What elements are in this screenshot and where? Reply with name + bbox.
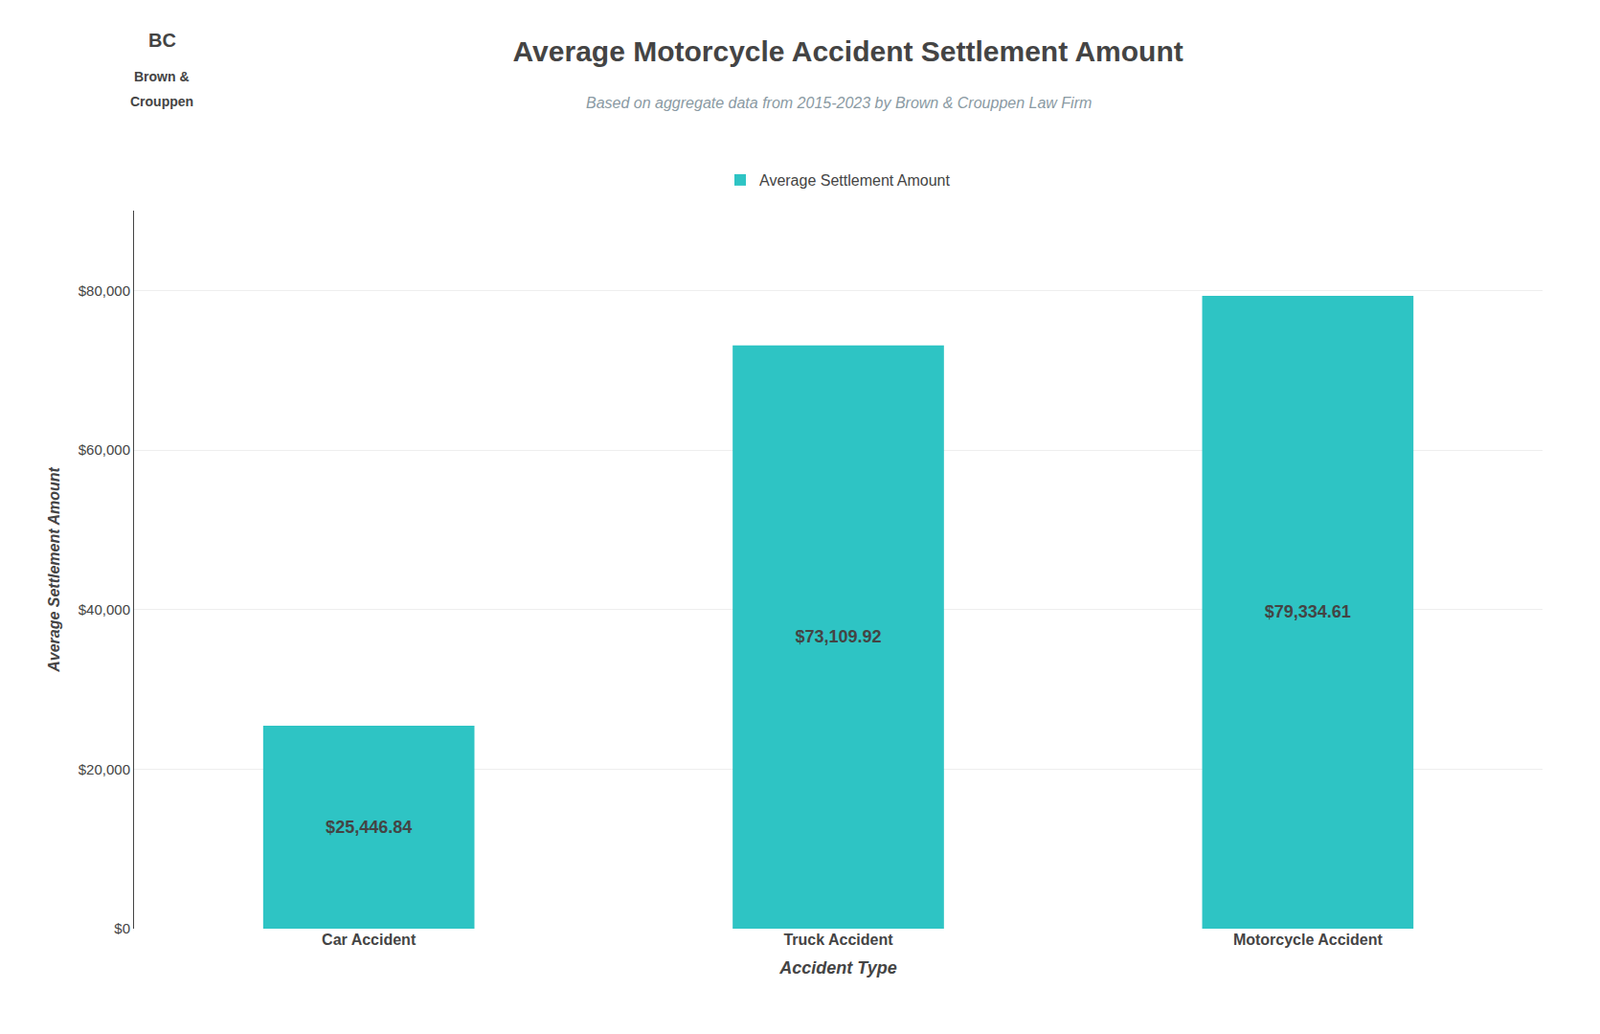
svg-text:$80,000: $80,000	[78, 282, 131, 299]
svg-text:Car Accident: Car Accident	[321, 931, 417, 948]
svg-text:$73,109.92: $73,109.92	[794, 627, 881, 647]
svg-text:Average Motorcycle Accident Se: Average Motorcycle Accident Settlement A…	[513, 35, 1184, 68]
svg-text:$20,000: $20,000	[78, 761, 131, 778]
svg-text:Average Settlement Amount: Average Settlement Amount	[45, 466, 63, 673]
svg-text:$60,000: $60,000	[78, 441, 131, 458]
svg-text:$79,334.61: $79,334.61	[1264, 602, 1352, 622]
svg-text:$25,446.84: $25,446.84	[325, 817, 412, 837]
svg-text:BC: BC	[148, 29, 177, 51]
svg-text:Crouppen: Crouppen	[130, 93, 194, 110]
svg-text:Accident Type: Accident Type	[778, 958, 897, 978]
svg-text:Based on aggregate data from 2: Based on aggregate data from 2015-2023 b…	[585, 94, 1092, 112]
svg-text:Truck Accident: Truck Accident	[783, 931, 894, 948]
svg-text:Brown &: Brown &	[134, 68, 190, 85]
svg-text:$0: $0	[113, 920, 131, 937]
svg-text:Average Settlement Amount: Average Settlement Amount	[759, 172, 950, 189]
svg-text:Motorcycle Accident: Motorcycle Accident	[1233, 931, 1384, 948]
svg-text:$40,000: $40,000	[78, 601, 131, 618]
